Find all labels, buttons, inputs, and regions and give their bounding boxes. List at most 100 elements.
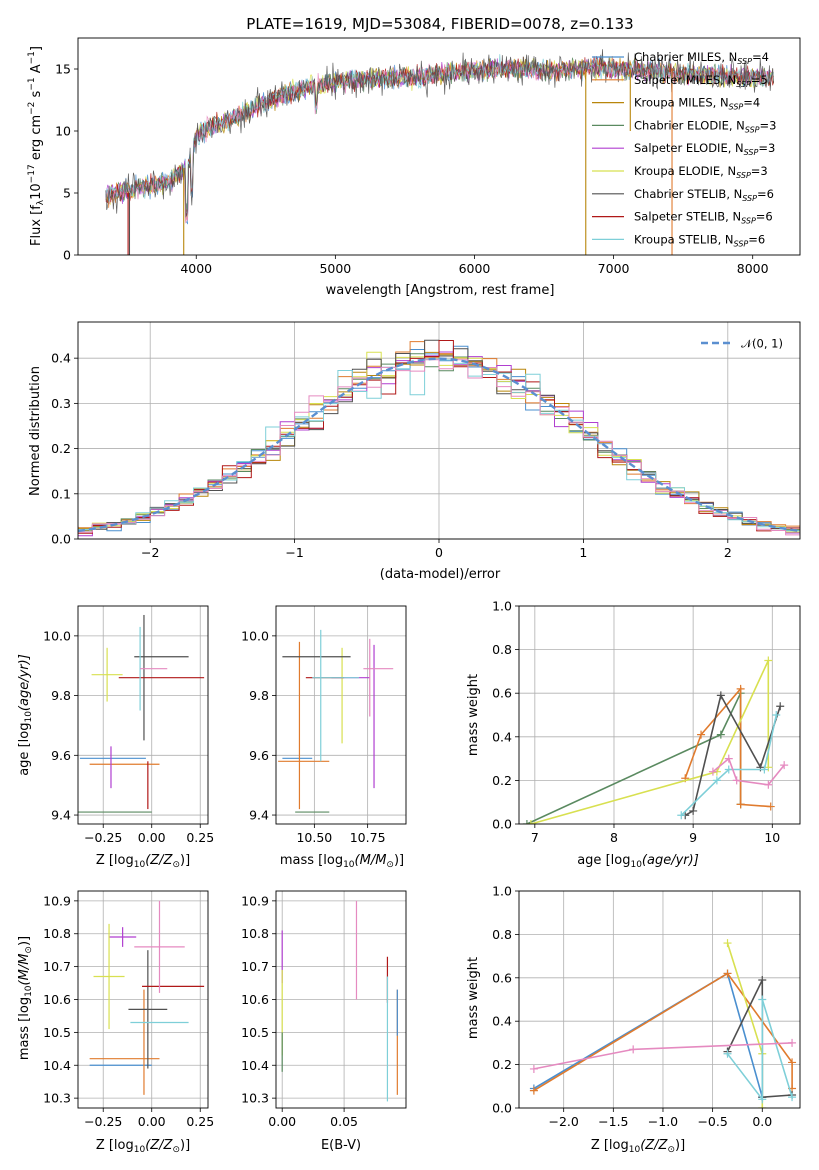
- plus-marker: [736, 800, 745, 809]
- mass-vs-ebv-panel: 0.00 0.05 10.3 10.4 10.5 10.6 10.7 10.8 10.9: [241, 890, 407, 1129]
- mwage-x-label: age [log10(age/yr)]: [577, 853, 699, 870]
- plot-area: [78, 339, 800, 537]
- y-tick-label: 9.6: [51, 748, 71, 763]
- y-tick-label: 15: [55, 62, 71, 77]
- figure-title: PLATE=1619, MJD=53084, FIBERID=0078, z=0…: [246, 15, 633, 33]
- legend-label: Salpeter ELODIE, NSSP=3: [634, 141, 775, 157]
- y-tick-label: 9.4: [51, 808, 71, 823]
- y-tick-label: 1.0: [492, 884, 512, 899]
- x-tick-label: −1.5: [598, 1114, 628, 1129]
- plus-marker: [716, 730, 725, 739]
- y-tick-label: 0.4: [492, 729, 512, 744]
- x-tick-label: 7000: [598, 261, 630, 276]
- plus-marker: [764, 780, 773, 789]
- legend-label: Kroupa MILES, NSSP=4: [634, 96, 760, 112]
- spectrum-line: [105, 49, 774, 218]
- y-tick-label: 0.1: [51, 486, 71, 501]
- mass-weight-line: [726, 999, 793, 1102]
- residual-histogram-panel: −2 −1 0 1 2 0.0 0.1 0.2 0.3 0.4 𝒩(0, 1): [51, 321, 801, 560]
- x-tick-label: 10.50: [296, 830, 332, 845]
- x-tick-label: −0.25: [84, 1114, 122, 1129]
- plus-marker: [522, 820, 531, 824]
- y-tick-label: 0.2: [492, 773, 512, 788]
- axes-frame: [77, 321, 801, 540]
- y-tick-label: 10.3: [43, 1091, 71, 1106]
- axes-frame: [275, 605, 407, 825]
- plus-marker: [764, 656, 773, 665]
- y-tick-label: 1.0: [492, 599, 512, 614]
- x-tick-label: 10.75: [350, 830, 386, 845]
- x-tick-label: −0.25: [84, 830, 122, 845]
- y-tick-label: 0.6: [492, 686, 512, 701]
- x-tick-label: 2: [724, 545, 732, 560]
- x-tick-label: 1: [579, 545, 587, 560]
- legend-label: Chabrier STELIB, NSSP=6: [634, 187, 774, 203]
- y-tick-label: 0.2: [51, 441, 71, 456]
- plus-marker: [760, 765, 769, 774]
- y-tick-label: 0.0: [492, 1101, 512, 1116]
- plus-marker: [732, 776, 741, 785]
- mass-weight-line: [726, 942, 764, 1108]
- mass-weight-line: [726, 979, 793, 1099]
- agez-x-label: Z [log10(Z/Z⊙)]: [96, 853, 190, 870]
- plus-marker: [716, 691, 725, 700]
- plus-marker: [788, 1093, 797, 1102]
- axes-frame: [275, 890, 407, 1109]
- axes-frame: [518, 890, 801, 1109]
- plus-marker: [788, 1058, 797, 1067]
- plus-marker: [697, 730, 706, 739]
- x-tick-label: 0.25: [186, 830, 214, 845]
- y-tick-label: 10.8: [241, 926, 269, 941]
- plot-area: [281, 900, 398, 1102]
- y-tick-label: 0: [63, 248, 71, 263]
- y-tick-label: 10.5: [43, 1025, 71, 1040]
- x-tick-label: 0.00: [138, 1114, 166, 1129]
- x-tick-label: 0.05: [330, 1114, 358, 1129]
- plus-marker: [736, 684, 745, 693]
- y-tick-label: 9.8: [249, 688, 269, 703]
- mass-weight-line: [533, 972, 764, 1098]
- plus-marker: [758, 995, 767, 1004]
- age-vs-mass-panel: 10.50 10.75 9.4 9.6 9.8 10.0: [241, 605, 407, 845]
- axes-frame: [77, 890, 209, 1109]
- mass-weight-line: [533, 972, 793, 1092]
- x-tick-label: −0.5: [697, 1114, 727, 1129]
- x-tick-label: 7: [531, 830, 539, 845]
- mass-weight-line: [712, 757, 785, 786]
- y-tick-label: 10.3: [241, 1091, 269, 1106]
- histogram-y-label: Normed distribution: [28, 366, 43, 496]
- axes-frame: [518, 605, 801, 825]
- plus-marker: [723, 939, 732, 948]
- x-tick-label: 6000: [459, 261, 491, 276]
- y-tick-label: 9.6: [249, 748, 269, 763]
- x-tick-label: 0: [435, 545, 443, 560]
- plus-marker: [629, 1045, 638, 1054]
- plus-marker: [758, 975, 767, 984]
- axes-frame: [77, 37, 801, 256]
- y-tick-label: 10.4: [241, 1058, 269, 1073]
- y-tick-label: 10.9: [241, 893, 269, 908]
- y-tick-label: 10.9: [43, 893, 71, 908]
- x-tick-label: 0.25: [186, 1114, 214, 1129]
- y-tick-label: 0.3: [51, 396, 71, 411]
- plus-marker: [689, 806, 698, 815]
- massebv-x-label: E(B-V): [321, 1138, 361, 1153]
- plus-marker: [766, 802, 775, 811]
- x-tick-label: −1.0: [648, 1114, 678, 1129]
- spectrum-panel: 4000 5000 6000 7000 8000 0 5 10 15: [55, 37, 801, 276]
- x-tick-label: 10: [764, 830, 780, 845]
- y-tick-label: 0.8: [492, 927, 512, 942]
- legend-label: Chabrier MILES, NSSP=4: [634, 50, 769, 66]
- mwage-y-label: mass weight: [466, 674, 481, 756]
- y-tick-label: 10.7: [241, 959, 269, 974]
- plus-marker: [723, 1049, 732, 1058]
- mass-weight-line: [530, 660, 770, 824]
- agem-x-label: mass [log10(M/M⊙)]: [280, 853, 404, 870]
- x-tick-label: 0.00: [138, 830, 166, 845]
- legend-label: Salpeter STELIB, NSSP=6: [634, 210, 773, 226]
- y-tick-label: 10.6: [241, 992, 269, 1007]
- histogram-x-label: (data-model)/error: [380, 567, 501, 582]
- massz-y-label: mass [log10(M/M⊙)]: [17, 936, 34, 1060]
- axes-frame: [77, 605, 209, 825]
